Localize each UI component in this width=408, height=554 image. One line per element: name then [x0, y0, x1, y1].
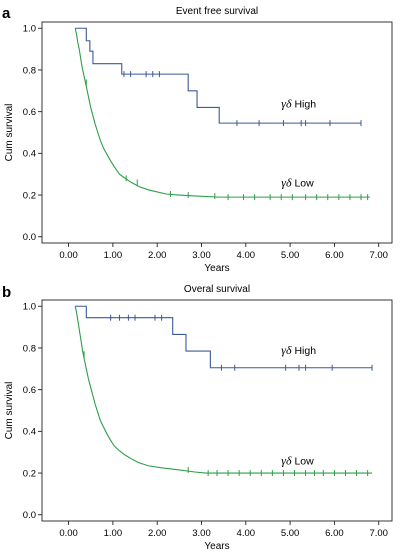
- series-label-greek: γδ: [281, 454, 292, 468]
- y-tick-label: 0.8: [23, 65, 36, 76]
- y-tick-label: 0.2: [23, 468, 36, 479]
- series-label-word: High: [292, 345, 317, 357]
- x-tick-label: 7.00: [369, 528, 388, 539]
- chart-title: Overal survival: [184, 284, 250, 295]
- survival-curve: [75, 305, 373, 369]
- series-high: γδ High: [75, 27, 362, 127]
- x-axis-label: Years: [204, 263, 229, 274]
- y-tick-label: 0.0: [23, 232, 36, 243]
- y-axis-label: Cum survival: [4, 382, 15, 440]
- series-label: γδ High: [281, 343, 316, 357]
- y-tick-label: 1.0: [23, 302, 36, 313]
- series-low: γδ Low: [74, 28, 370, 201]
- x-tick-label: 4.00: [237, 528, 256, 539]
- x-tick-label: 2.00: [148, 250, 167, 261]
- x-tick-label: 1.00: [104, 250, 123, 261]
- series-label: γδ Low: [281, 176, 314, 190]
- series-label-word: Low: [292, 456, 315, 468]
- x-axis-label: Years: [204, 541, 229, 552]
- x-tick-label: 3.00: [192, 250, 211, 261]
- chart-panel-a: a Event free survival 0.0 0.2 0.4 0.6 0.8 1.0 0.…: [2, 5, 393, 274]
- series-label-word: Low: [292, 178, 315, 190]
- x-tick-label: 2.00: [148, 528, 167, 539]
- series-label-greek: γδ: [281, 343, 292, 357]
- x-tick-label: 3.00: [192, 528, 211, 539]
- panel-letter: b: [2, 284, 11, 301]
- y-tick-label: 0.4: [23, 149, 36, 160]
- x-tick-label: 0.00: [59, 250, 78, 261]
- series-label: γδ Low: [281, 454, 314, 468]
- y-tick-label: 0.8: [23, 343, 36, 354]
- plot-frame: [41, 21, 393, 244]
- survival-curve: [75, 27, 361, 124]
- plot-frame: [41, 299, 393, 522]
- y-tick-label: 0.6: [23, 385, 36, 396]
- series-label-word: High: [292, 98, 317, 110]
- x-tick-label: 0.00: [59, 528, 78, 539]
- y-tick-label: 0.6: [23, 107, 36, 118]
- survival-curve: [74, 28, 370, 198]
- y-tick-label: 0.0: [23, 510, 36, 521]
- series-label: γδ High: [281, 96, 316, 110]
- chart-panel-b: b Overal survival 0.0 0.2 0.4 0.6 0.8 1.0 0.00 1.…: [2, 284, 393, 552]
- x-tick-label: 1.00: [104, 528, 123, 539]
- y-tick-label: 1.0: [23, 24, 36, 35]
- x-tick-label: 5.00: [281, 528, 300, 539]
- series-low: γδ Low: [74, 306, 373, 477]
- x-tick-label: 6.00: [325, 528, 344, 539]
- x-tick-label: 5.00: [281, 250, 300, 261]
- x-tick-label: 7.00: [369, 250, 388, 261]
- series-label-greek: γδ: [281, 176, 292, 190]
- survival-curve: [74, 306, 373, 474]
- panel-letter: a: [2, 5, 11, 22]
- y-tick-label: 0.4: [23, 427, 36, 438]
- chart-title: Event free survival: [176, 6, 258, 17]
- y-tick-label: 0.2: [23, 190, 36, 201]
- series-label-greek: γδ: [281, 96, 292, 110]
- x-tick-label: 6.00: [325, 250, 344, 261]
- y-axis-label: Cum survival: [4, 104, 15, 162]
- x-tick-label: 4.00: [237, 250, 256, 261]
- series-high: γδ High: [75, 305, 373, 371]
